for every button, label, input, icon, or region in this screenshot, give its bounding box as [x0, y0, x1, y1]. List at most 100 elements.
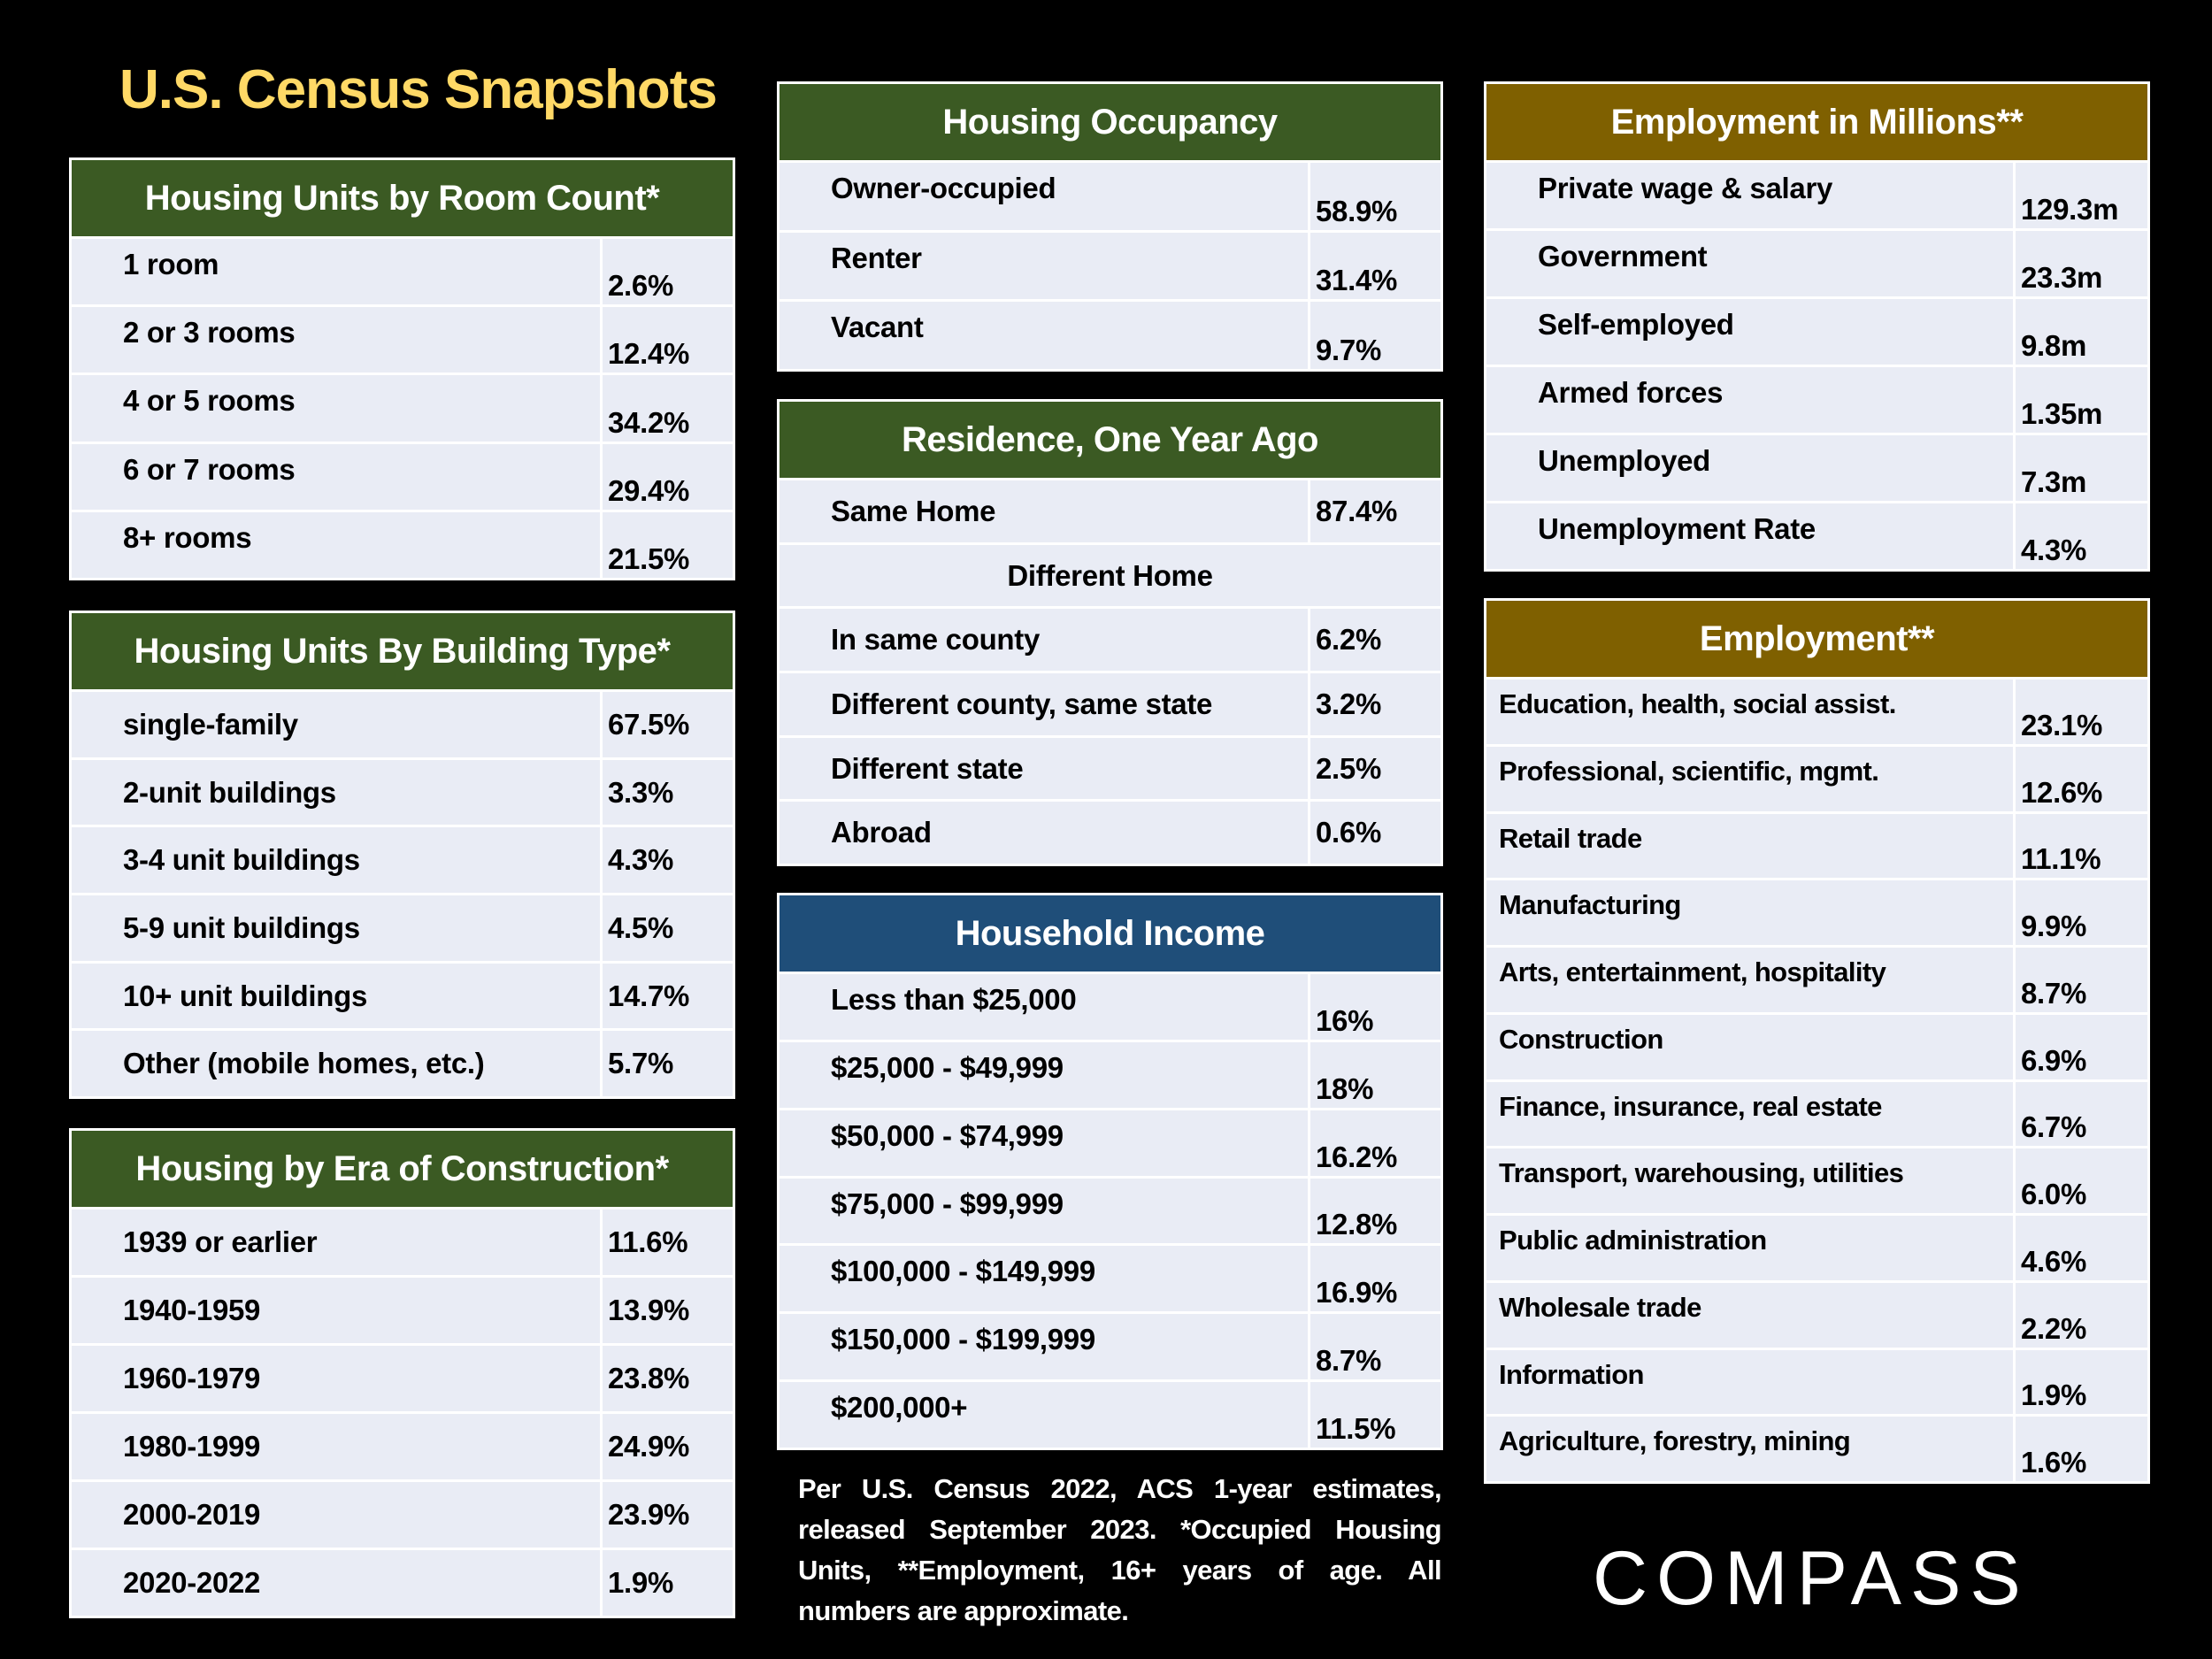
- row-label: Public administration: [1486, 1216, 2016, 1280]
- row-label: Agriculture, forestry, mining: [1486, 1417, 2016, 1481]
- table-row: Transport, warehousing, utilities 6.0%: [1486, 1146, 2147, 1213]
- row-value: 11.6%: [608, 1225, 688, 1258]
- row-label: Different Home: [1007, 558, 1213, 592]
- row-label: 2000-2019: [72, 1482, 603, 1548]
- row-value: 24.9%: [608, 1430, 690, 1463]
- row-label: 1960-1979: [72, 1346, 603, 1411]
- table-row: In same county 6.2%: [780, 606, 1440, 672]
- table-header: Housing by Era of Construction*: [72, 1131, 733, 1207]
- table-row: 1939 or earlier 11.6%: [72, 1207, 733, 1275]
- row-value: 6.9%: [2021, 1043, 2087, 1077]
- row-label: Vacant: [780, 302, 1310, 370]
- row-value: 2.6%: [608, 269, 674, 303]
- row-label: Unemployed: [1486, 435, 2016, 501]
- row-value: 23.8%: [608, 1362, 690, 1394]
- row-label: Owner-occupied: [780, 163, 1310, 230]
- table-row: 1 room 2.6%: [72, 236, 733, 305]
- row-value: 21.5%: [608, 542, 690, 576]
- housing-occupancy-table: Housing Occupancy Owner-occupied 58.9% Rent…: [777, 81, 1443, 372]
- table-row: Wholesale trade 2.2%: [1486, 1279, 2147, 1348]
- table-row: $200,000+ 11.5%: [780, 1379, 1440, 1448]
- employment-millions-table: Employment in Millions** Private wage & s…: [1484, 81, 2150, 572]
- row-label: Education, health, social assist.: [1486, 680, 2016, 744]
- table-header: Housing Units By Building Type*: [72, 613, 733, 689]
- row-label: single-family: [72, 692, 603, 757]
- row-value: 4.6%: [2021, 1244, 2087, 1278]
- table-row: 10+ unit buildings 14.7%: [72, 960, 733, 1029]
- row-value: 16%: [1316, 1003, 1374, 1037]
- row-label: Transport, warehousing, utilities: [1486, 1148, 2016, 1213]
- row-label: $200,000+: [780, 1382, 1310, 1448]
- table-body: Owner-occupied 58.9% Renter 31.4% Vacant 9.7%: [780, 160, 1440, 370]
- row-label: 1940-1959: [72, 1278, 603, 1343]
- table-row: Renter 31.4%: [780, 229, 1440, 300]
- row-value: 3.3%: [608, 775, 674, 809]
- row-value: 11.1%: [2021, 842, 2101, 876]
- row-label: 4 or 5 rooms: [72, 375, 603, 442]
- table-row: Public administration 4.6%: [1486, 1213, 2147, 1280]
- table-row: Professional, scientific, mgmt. 12.6%: [1486, 743, 2147, 811]
- row-label: Less than $25,000: [780, 974, 1310, 1040]
- row-value: 58.9%: [1316, 194, 1398, 227]
- row-value: 7.3m: [2021, 465, 2087, 498]
- row-value: 87.4%: [1316, 494, 1398, 527]
- table-row: Education, health, social assist. 23.1%: [1486, 677, 2147, 744]
- row-label: 2 or 3 rooms: [72, 307, 603, 373]
- table-row: $25,000 - $49,999 18%: [780, 1039, 1440, 1108]
- compass-logo: COMPASS: [1593, 1536, 2030, 1621]
- table-row: Retail trade 11.1%: [1486, 810, 2147, 879]
- table-body: 1939 or earlier 11.6% 1940-1959 13.9% 1960-1…: [72, 1207, 733, 1616]
- table-row: Armed forces 1.35m: [1486, 365, 2147, 433]
- row-label: Manufacturing: [1486, 880, 2016, 945]
- table-row: $150,000 - $199,999 8.7%: [780, 1311, 1440, 1380]
- row-label: Armed forces: [1486, 367, 2016, 433]
- row-label: 2-unit buildings: [72, 759, 603, 826]
- row-value: 1.9%: [2021, 1379, 2087, 1412]
- row-value: 4.5%: [608, 910, 674, 944]
- row-label: Unemployment Rate: [1486, 503, 2016, 569]
- building-type-table: Housing Units By Building Type* single-fa…: [69, 611, 735, 1099]
- row-label: 2020-2022: [72, 1550, 603, 1616]
- row-value: 2.5%: [1316, 751, 1382, 785]
- row-label: Information: [1486, 1349, 2016, 1415]
- row-value: 12.4%: [608, 337, 690, 371]
- row-value: 9.7%: [1316, 334, 1382, 367]
- residence-table: Residence, One Year Ago Same Home 87.4% Dif…: [777, 399, 1443, 866]
- row-value: 2.2%: [2021, 1311, 2087, 1345]
- table-row: Information 1.9%: [1486, 1347, 2147, 1415]
- table-body: Less than $25,000 16% $25,000 - $49,999 18%…: [780, 972, 1440, 1448]
- table-row: Arts, entertainment, hospitality 8.7%: [1486, 945, 2147, 1012]
- table-row: Finance, insurance, real estate 6.7%: [1486, 1079, 2147, 1147]
- table-row: 1980-1999 24.9%: [72, 1411, 733, 1479]
- row-value: 67.5%: [608, 707, 690, 741]
- table-row: Self-employed 9.8m: [1486, 296, 2147, 365]
- table-row: 6 or 7 rooms 29.4%: [72, 441, 733, 510]
- row-value: 4.3%: [608, 843, 674, 877]
- row-label: $25,000 - $49,999: [780, 1041, 1310, 1108]
- row-label: 1 room: [72, 239, 603, 305]
- table-row: Vacant 9.7%: [780, 299, 1440, 370]
- table-row: Agriculture, forestry, mining 1.6%: [1486, 1414, 2147, 1481]
- row-label: $100,000 - $149,999: [780, 1246, 1310, 1312]
- row-label: $150,000 - $199,999: [780, 1314, 1310, 1380]
- row-label: Wholesale trade: [1486, 1282, 2016, 1348]
- table-header: Employment**: [1486, 601, 2147, 677]
- row-value: 11.5%: [1316, 1412, 1396, 1446]
- table-row: Other (mobile homes, etc.) 5.7%: [72, 1028, 733, 1097]
- table-row: Unemployment Rate 4.3%: [1486, 501, 2147, 569]
- table-row: 5-9 unit buildings 4.5%: [72, 893, 733, 961]
- row-value: 129.3m: [2021, 193, 2119, 226]
- row-value: 4.3%: [2021, 534, 2087, 566]
- row-label: 8+ rooms: [72, 511, 603, 579]
- row-label: Finance, insurance, real estate: [1486, 1081, 2016, 1147]
- table-row: 2020-2022 1.9%: [72, 1548, 733, 1616]
- row-value: 23.1%: [2021, 708, 2103, 741]
- row-label: $75,000 - $99,999: [780, 1178, 1310, 1244]
- table-row: $100,000 - $149,999 16.9%: [780, 1243, 1440, 1312]
- row-label: 6 or 7 rooms: [72, 443, 603, 510]
- table-row: 8+ rooms 21.5%: [72, 509, 733, 579]
- row-value: 6.7%: [2021, 1110, 2087, 1144]
- employment-table: Employment** Education, health, social as…: [1484, 598, 2150, 1484]
- table-row: Different state 2.5%: [780, 734, 1440, 800]
- table-header: Household Income: [780, 895, 1440, 972]
